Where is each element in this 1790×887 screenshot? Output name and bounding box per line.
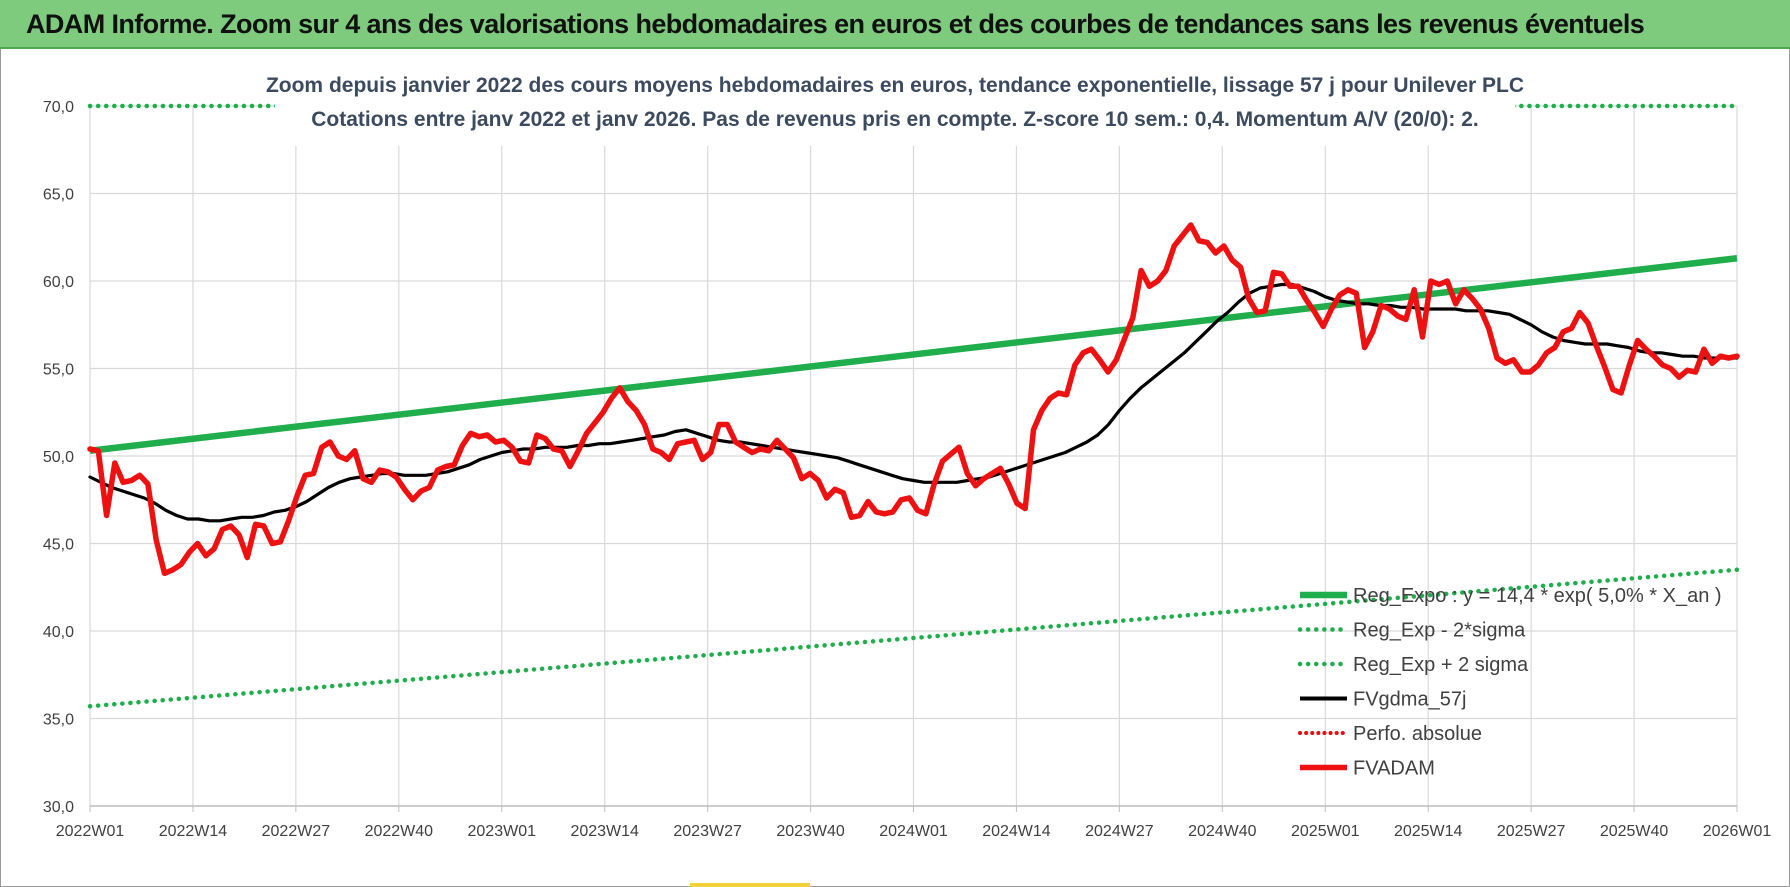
series-lower-sigma-line <box>87 567 1740 709</box>
x-tick-label: 2022W40 <box>365 823 434 840</box>
y-tick-label: 55,0 <box>43 362 74 379</box>
chart-legend: Reg_Expo : y = 14,4 * exp( 5,0% * X_an )… <box>1297 585 1722 780</box>
series-fvadam-line <box>87 222 1740 577</box>
x-tick-label: 2024W14 <box>982 823 1051 840</box>
title-background <box>275 66 1515 146</box>
legend-label: Reg_Expo : y = 14,4 * exp( 5,0% * X_an ) <box>1353 585 1722 607</box>
banner-title: ADAM Informe. Zoom sur 4 ans des valoris… <box>26 9 1645 39</box>
x-tick-label: 2023W27 <box>673 823 742 840</box>
x-tick-label: 2025W01 <box>1291 823 1360 840</box>
chart-series <box>87 103 1740 709</box>
chart-subtitle: Cotations entre janv 2022 et janv 2026. … <box>311 108 1479 131</box>
y-tick-label: 45,0 <box>43 537 74 554</box>
x-tick-label: 2026W01 <box>1703 823 1772 840</box>
x-tick-label: 2024W40 <box>1188 823 1257 840</box>
title-banner: ADAM Informe. Zoom sur 4 ans des valoris… <box>0 0 1790 49</box>
y-tick-label: 35,0 <box>43 712 74 729</box>
legend-label: Perfo. absolue <box>1353 723 1482 745</box>
y-tick-label: 70,0 <box>43 99 74 116</box>
chart-grid <box>89 105 1738 812</box>
y-tick-label: 50,0 <box>43 449 74 466</box>
y-tick-label: 30,0 <box>43 799 74 816</box>
x-tick-label: 2024W01 <box>879 823 948 840</box>
y-tick-label: 65,0 <box>43 187 74 204</box>
x-tick-label: 2023W14 <box>570 823 639 840</box>
x-tick-label: 2025W14 <box>1394 823 1463 840</box>
y-axis-ticks: 30,0 35,0 40,0 45,0 50,0 55,0 60,0 65,0 70,0 <box>43 99 74 816</box>
x-tick-label: 2022W27 <box>262 823 331 840</box>
legend-label: FVgdma_57j <box>1353 689 1466 711</box>
x-tick-label: 2024W27 <box>1085 823 1154 840</box>
legend-label: FVADAM <box>1353 758 1435 780</box>
x-tick-label: 2022W01 <box>56 823 125 840</box>
legend-label: Reg_Exp + 2 sigma <box>1353 654 1529 676</box>
y-tick-label: 60,0 <box>43 274 74 291</box>
x-tick-label: 2025W27 <box>1497 823 1566 840</box>
bottom-accent-strip <box>690 883 810 887</box>
x-tick-label: 2022W14 <box>159 823 228 840</box>
x-axis-ticks: 2022W01 2022W14 2022W27 2022W40 2023W01 2023W… <box>56 823 1772 840</box>
x-tick-label: 2023W01 <box>468 823 537 840</box>
x-tick-label: 2025W40 <box>1600 823 1669 840</box>
y-tick-label: 40,0 <box>43 624 74 641</box>
chart-title: Zoom depuis janvier 2022 des cours moyen… <box>266 74 1524 97</box>
legend-label: Reg_Exp - 2*sigma <box>1353 620 1526 642</box>
x-tick-label: 2023W40 <box>776 823 845 840</box>
